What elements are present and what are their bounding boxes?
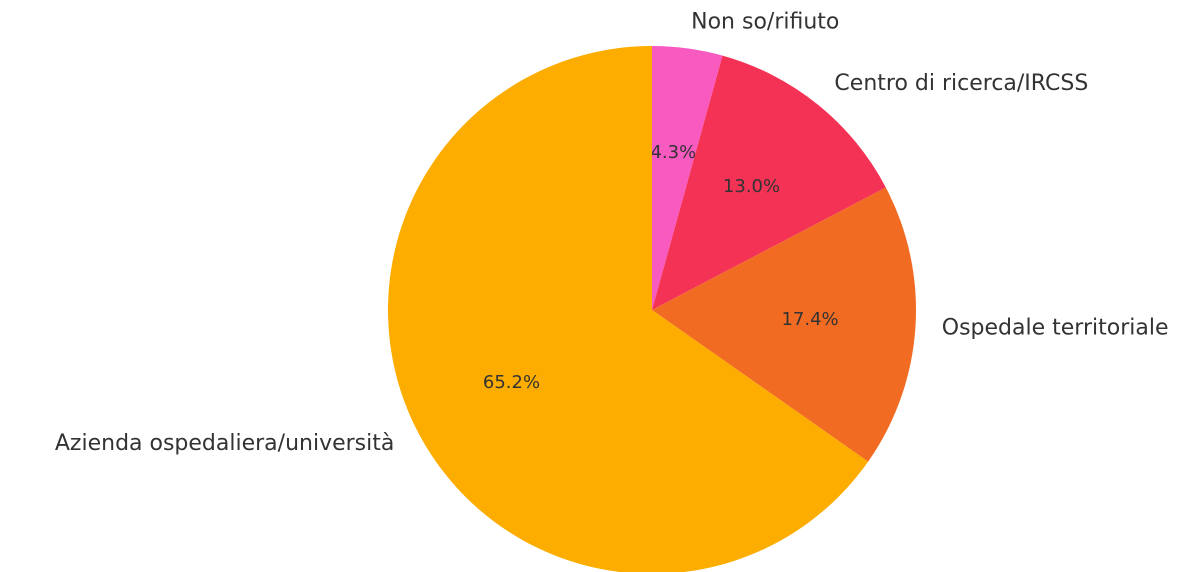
slice-label: Centro di ricerca/IRCSS [834, 71, 1088, 96]
pie-slice [652, 187, 917, 462]
pie-slice [652, 46, 723, 310]
pct-label: 17.4% [781, 309, 838, 330]
pct-label: 4.3% [650, 142, 696, 163]
slice-label: Ospedale territoriale [942, 316, 1169, 341]
pie-slice [388, 46, 869, 572]
pie-slice [652, 55, 886, 311]
pct-label: 65.2% [483, 372, 540, 393]
pct-label: 13.0% [723, 176, 780, 197]
slice-label: Azienda ospedaliera/università [55, 431, 394, 456]
slice-label: Non so/rifiuto [691, 9, 839, 34]
